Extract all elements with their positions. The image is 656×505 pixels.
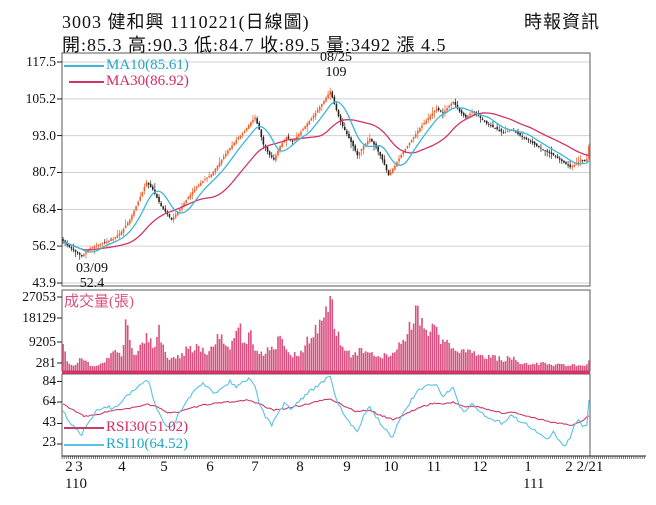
x-tick-year: 111 — [523, 476, 545, 492]
price-ytick: 68.4 — [32, 201, 56, 216]
volume-ytick: 281 — [35, 355, 56, 370]
rsi10-legend-label: RSI10(64.52) — [106, 436, 189, 452]
x-tick-month: 2 — [65, 459, 73, 475]
rsi30-legend-swatch — [64, 427, 104, 429]
x-tick-month: 6 — [206, 459, 214, 475]
x-tick-month: 2 — [565, 459, 573, 475]
rsi-ytick: 43 — [42, 414, 57, 429]
rsi-ytick: 64 — [42, 393, 57, 408]
ma10-legend-label: MA10(85.61) — [106, 57, 189, 73]
peak-price-annotation: 109 — [325, 65, 347, 80]
page-title: 3003 健和興 1110221(日線圖) — [62, 12, 310, 32]
x-tick-month: 7 — [251, 459, 259, 475]
ma30-legend-swatch — [69, 81, 104, 83]
price-ytick: 80.7 — [32, 164, 56, 179]
volume-ytick: 9205 — [29, 334, 56, 349]
x-tick-month: 10 — [383, 459, 399, 475]
source-label: 時報資訊 — [524, 12, 600, 32]
volume-pane-title: 成交量(張) — [64, 294, 134, 310]
trough-price-annotation: 52.4 — [79, 276, 105, 291]
x-tick-month: 8 — [296, 459, 304, 475]
x-tick-month: 5 — [160, 459, 168, 475]
x-tick-month: 3 — [75, 459, 83, 475]
rsi-ytick: 84 — [42, 373, 57, 388]
price-ytick: 105.2 — [25, 91, 56, 106]
ma30-legend-label: MA30(86.92) — [106, 73, 189, 89]
x-tick-date: 2/21 — [576, 459, 604, 475]
x-tick-year: 110 — [65, 476, 87, 492]
rsi-ytick: 23 — [42, 434, 57, 449]
peak-date-annotation: 08/25 — [320, 50, 352, 65]
x-tick-month: 1 — [524, 459, 532, 475]
price-ytick: 93.0 — [32, 128, 56, 143]
x-tick-month: 9 — [343, 459, 351, 475]
quote-line: 開:85.3 高:90.3 低:84.7 收:89.5 量:3492 漲 4.5 — [62, 35, 447, 55]
x-tick-month: 12 — [472, 459, 488, 475]
price-ytick: 56.2 — [32, 238, 56, 253]
x-tick-month: 11 — [426, 459, 442, 475]
volume-ytick: 18129 — [22, 310, 56, 325]
price-ytick: 43.9 — [32, 275, 56, 290]
rsi30-legend-label: RSI30(51.02) — [106, 419, 189, 435]
ma10-legend-swatch — [64, 65, 104, 67]
rsi10-legend-swatch — [64, 444, 104, 446]
trough-date-annotation: 03/09 — [76, 261, 108, 276]
x-tick-month: 4 — [118, 459, 126, 475]
price-ytick: 117.5 — [26, 54, 56, 69]
volume-ytick: 27053 — [22, 289, 56, 304]
